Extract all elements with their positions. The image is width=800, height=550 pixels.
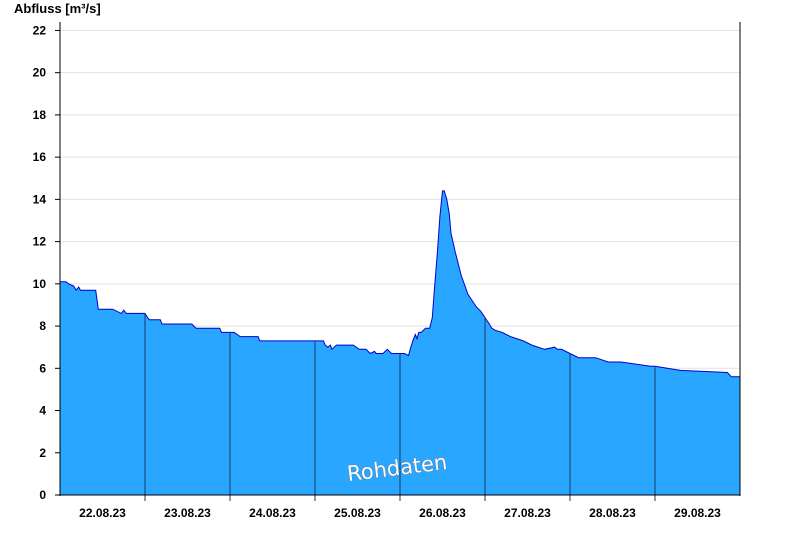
y-tick-label: 22: [33, 23, 47, 37]
y-tick-label: 16: [33, 150, 47, 164]
y-tick-label: 20: [33, 66, 47, 80]
y-tick-label: 18: [33, 108, 47, 122]
x-tick-labels: 22.08.23 23.08.23 24.08.23 25.08.23 26.08.23…: [79, 506, 721, 520]
y-tick-label: 10: [33, 277, 47, 291]
x-tick-label: 25.08.23: [334, 506, 381, 520]
x-tick-label: 28.08.23: [589, 506, 636, 520]
axes: [55, 22, 741, 496]
y-tick-label: 6: [39, 361, 46, 375]
y-tick-label: 8: [39, 319, 46, 333]
x-tick-label: 22.08.23: [79, 506, 126, 520]
x-tick-label: 27.08.23: [504, 506, 551, 520]
x-tick-label: 26.08.23: [419, 506, 466, 520]
y-tick-label: 14: [33, 192, 47, 206]
y-tick-label: 2: [39, 446, 46, 460]
y-tick-label: 0: [39, 488, 46, 502]
x-tick-label: 23.08.23: [164, 506, 211, 520]
y-tick-label: 4: [39, 404, 46, 418]
x-tick-label: 29.08.23: [674, 506, 721, 520]
day-separator-lines: [144, 313, 656, 501]
y-tick-label: 12: [33, 235, 47, 249]
y-axis-label: Abfluss [m³/s]: [14, 1, 101, 16]
y-tick-labels: 0 2 4 6 8 10 12 14 16 18 20 22: [33, 23, 47, 502]
x-tick-label: 24.08.23: [249, 506, 296, 520]
